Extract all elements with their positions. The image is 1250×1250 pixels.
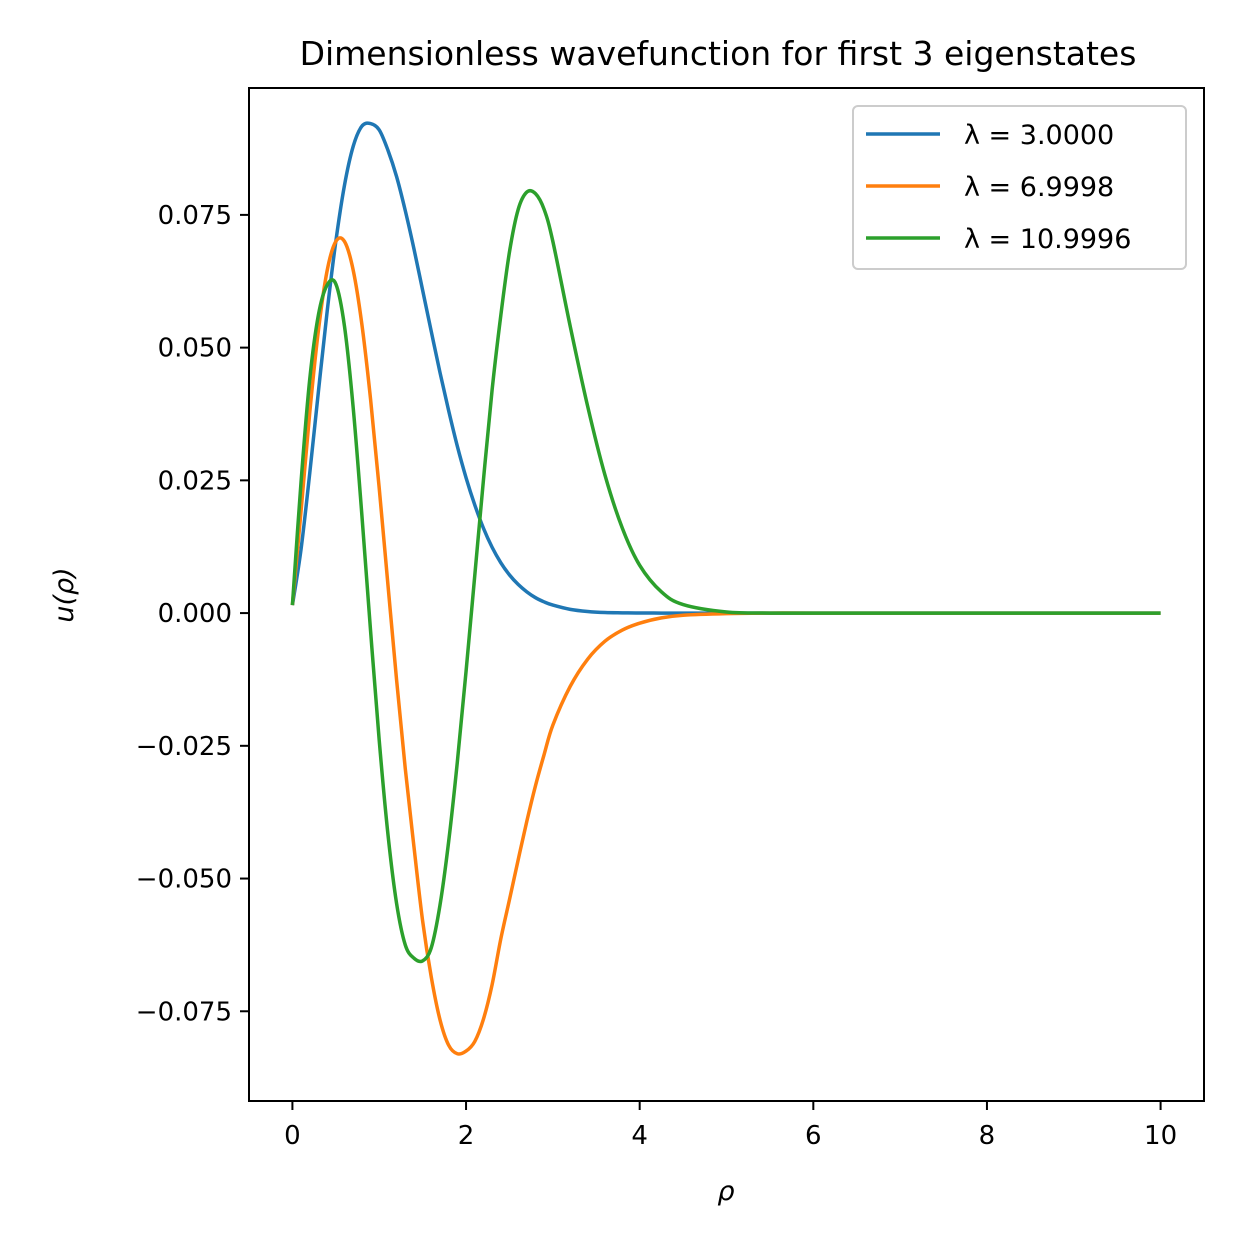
x-axis-label: ρ [717,1176,734,1207]
y-tick-label: −0.025 [136,732,232,762]
legend-label-3: λ = 10.9996 [964,224,1131,255]
y-axis-label: u(ρ) [49,567,80,622]
series-layer [290,121,1161,1056]
y-tick-label: −0.050 [136,865,232,895]
x-tick-label: 2 [458,1121,475,1151]
legend-frame [852,105,1187,270]
series-line-2 [290,236,1161,1056]
axes-layer: 0 2 4 6 8 10 0.075 0.050 0.025 0.000 −0.025 −0.050 −… [136,201,1177,1151]
y-tick-label: 0.050 [158,334,232,364]
x-tick-label: 0 [284,1121,301,1151]
chart-title: Dimensionless wavefunction for first 3 e… [300,34,1137,73]
plot-frame [248,87,1205,1102]
x-tick-label: 8 [979,1121,996,1151]
legend-label-2: λ = 6.9998 [964,172,1114,203]
x-tick-label: 6 [805,1121,822,1151]
legend-label-1: λ = 3.0000 [964,120,1114,151]
y-tick-label: 0.025 [158,466,232,496]
legend: λ = 3.0000 λ = 6.9998 λ = 10.9996 [852,105,1187,270]
series-line-3 [290,188,1161,964]
y-tick-label: 0.000 [158,599,232,629]
y-tick-label: 0.075 [158,201,232,231]
x-tick-label: 10 [1144,1121,1177,1151]
y-tick-label: −0.075 [136,997,232,1027]
x-tick-label: 4 [631,1121,648,1151]
